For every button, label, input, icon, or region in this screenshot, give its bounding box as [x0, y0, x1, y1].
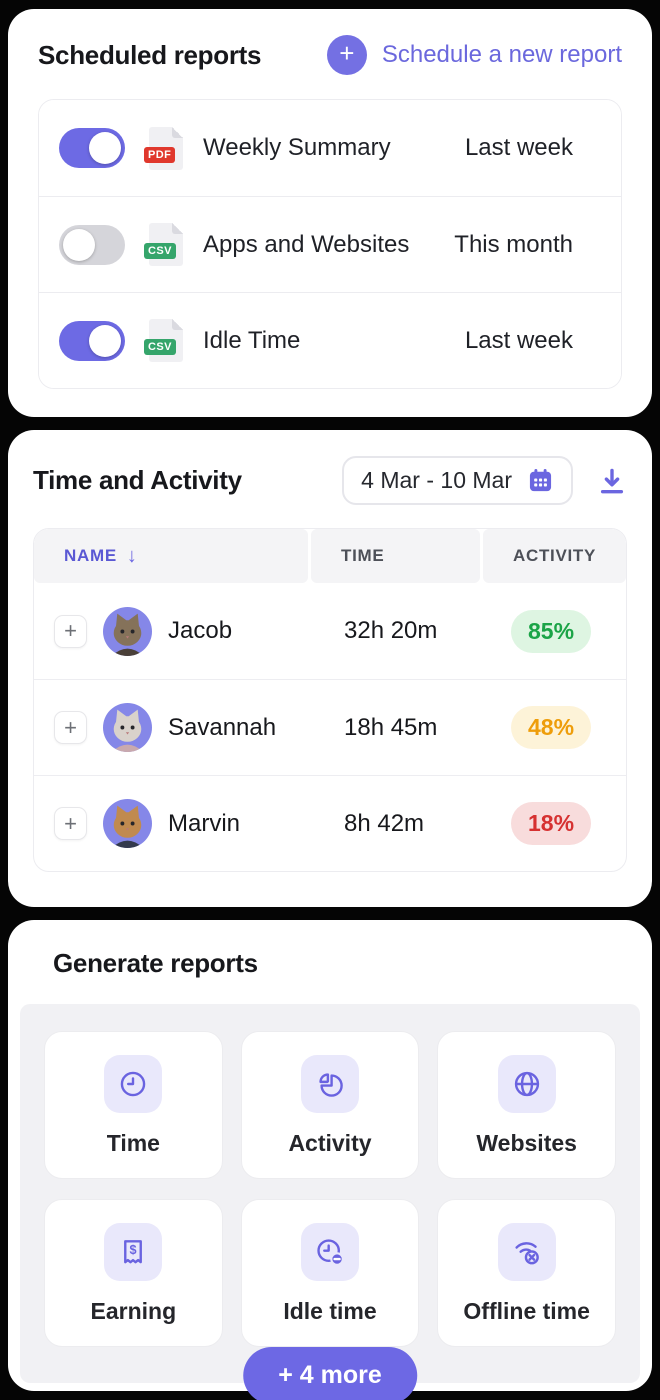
- report-period: This month: [454, 230, 573, 258]
- tile-idle-time[interactable]: Idle time: [240, 1199, 420, 1347]
- clock-minus-icon: [300, 1223, 359, 1281]
- expand-row-button[interactable]: +: [54, 807, 87, 840]
- time-value: 32h 20m: [344, 617, 438, 644]
- column-header-name[interactable]: NAME ↓: [34, 529, 308, 583]
- activity-badge: 48%: [511, 706, 592, 749]
- time-activity-table: NAME ↓ TIME ACTIVITY +: [33, 528, 627, 872]
- table-row-marvin: + Marvin 8h 42m 18%: [34, 775, 626, 871]
- calendar-icon: [529, 469, 552, 492]
- report-row-idle-time: CSV Idle Time Last week: [39, 292, 621, 388]
- csv-file-icon: CSV: [144, 223, 183, 266]
- show-more-reports-button[interactable]: + 4 more: [243, 1347, 417, 1400]
- pie-chart-icon: [300, 1055, 359, 1113]
- column-header-time[interactable]: TIME: [311, 529, 480, 583]
- cat-avatar-image: [111, 805, 144, 848]
- toggle-knob: [89, 324, 121, 357]
- report-row-weekly-summary: PDF Weekly Summary Last week: [39, 100, 621, 196]
- receipt-dollar-icon: $: [104, 1223, 163, 1281]
- avatar: [103, 799, 152, 848]
- scheduled-reports-header: Scheduled reports + Schedule a new repor…: [38, 35, 622, 75]
- report-period: Last week: [464, 134, 573, 161]
- date-range-picker[interactable]: 4 Mar - 10 Mar: [342, 456, 573, 505]
- pdf-file-icon: PDF: [144, 126, 183, 170]
- wifi-off-icon: [497, 1223, 556, 1281]
- expand-row-button[interactable]: +: [54, 711, 87, 744]
- report-name: Weekly Summary: [203, 134, 391, 161]
- date-range-value[interactable]: 4 Mar - 10 Mar: [361, 467, 512, 493]
- member-name: Savannah: [168, 713, 277, 741]
- tile-websites[interactable]: Websites: [437, 1031, 616, 1179]
- tile-earning[interactable]: $ Earning: [44, 1199, 223, 1347]
- schedule-new-report-button[interactable]: + Schedule a new report: [326, 35, 622, 75]
- download-report-button[interactable]: [597, 466, 627, 496]
- file-format-label: PDF: [144, 146, 176, 163]
- report-row-apps-websites: CSV Apps and Websites This month: [39, 196, 621, 292]
- name-cell: + Marvin: [34, 799, 311, 848]
- clock-icon: [104, 1055, 163, 1113]
- column-header-activity[interactable]: ACTIVITY: [483, 529, 626, 583]
- download-icon: [600, 468, 624, 493]
- activity-cell: 85%: [483, 609, 626, 653]
- svg-text:$: $: [130, 1243, 137, 1257]
- report-tiles-grid: Time Activity: [44, 1031, 616, 1347]
- activity-badge: 18%: [511, 802, 592, 845]
- report-period: Last week: [464, 326, 573, 354]
- cat-avatar-image: [111, 709, 144, 752]
- tile-label[interactable]: Websites: [476, 1130, 577, 1156]
- globe-icon: [497, 1055, 556, 1113]
- time-value: 8h 42m: [344, 809, 425, 837]
- scheduled-reports-card: Scheduled reports + Schedule a new repor…: [8, 9, 652, 417]
- name-cell: + Savannah: [34, 703, 311, 752]
- report-name: Apps and Websites: [203, 230, 410, 258]
- tile-time[interactable]: Time: [44, 1031, 223, 1179]
- time-activity-title: Time and Activity: [33, 465, 242, 495]
- table-header-row: NAME ↓ TIME ACTIVITY: [34, 529, 626, 583]
- toggle-idle-time[interactable]: [59, 320, 125, 361]
- tile-label[interactable]: Earning: [90, 1298, 177, 1324]
- expand-row-button[interactable]: +: [54, 614, 87, 648]
- file-format-label: CSV: [144, 339, 176, 355]
- activity-cell: 48%: [483, 706, 626, 749]
- tile-label[interactable]: Time: [106, 1130, 160, 1156]
- tile-label[interactable]: Idle time: [283, 1298, 377, 1324]
- avatar: [103, 703, 152, 752]
- table-row-savannah: + Savannah 18h 45m 48%: [34, 679, 626, 775]
- scheduled-reports-list: PDF Weekly Summary Last week CSV Apps an…: [38, 99, 622, 389]
- report-tiles-panel: Time Activity: [20, 1004, 640, 1383]
- schedule-new-report-label[interactable]: Schedule a new report: [381, 41, 622, 68]
- generate-reports-card: Generate reports Time: [8, 920, 652, 1400]
- toggle-knob: [63, 228, 95, 261]
- activity-badge: 85%: [511, 609, 592, 653]
- plus-icon[interactable]: +: [326, 35, 367, 75]
- report-name: Idle Time: [203, 326, 301, 354]
- toggle-weekly-summary[interactable]: [59, 128, 125, 168]
- activity-cell: 18%: [483, 802, 626, 845]
- time-value: 18h 45m: [344, 713, 438, 741]
- generate-reports-title: Generate reports: [53, 948, 258, 978]
- tile-activity[interactable]: Activity: [240, 1031, 420, 1179]
- toggle-knob: [89, 132, 121, 164]
- tile-label[interactable]: Offline time: [463, 1298, 590, 1324]
- cat-avatar-image: [111, 613, 144, 656]
- member-name: Marvin: [168, 809, 241, 837]
- avatar: [103, 606, 152, 656]
- csv-file-icon: CSV: [144, 319, 183, 362]
- table-row-jacob: + Jacob 32h 20m 85%: [34, 583, 626, 679]
- toggle-apps-websites[interactable]: [59, 224, 125, 265]
- scheduled-reports-title: Scheduled reports: [38, 39, 262, 70]
- time-activity-header: Time and Activity 4 Mar - 10 Mar: [33, 456, 627, 505]
- sort-descending-icon[interactable]: ↓: [126, 544, 138, 567]
- name-cell: + Jacob: [34, 606, 311, 656]
- file-format-label: CSV: [144, 243, 176, 259]
- time-activity-card: Time and Activity 4 Mar - 10 Mar: [8, 430, 652, 907]
- tile-offline-time[interactable]: Offline time: [437, 1199, 616, 1347]
- tile-label[interactable]: Activity: [288, 1130, 372, 1156]
- member-name: Jacob: [168, 617, 233, 644]
